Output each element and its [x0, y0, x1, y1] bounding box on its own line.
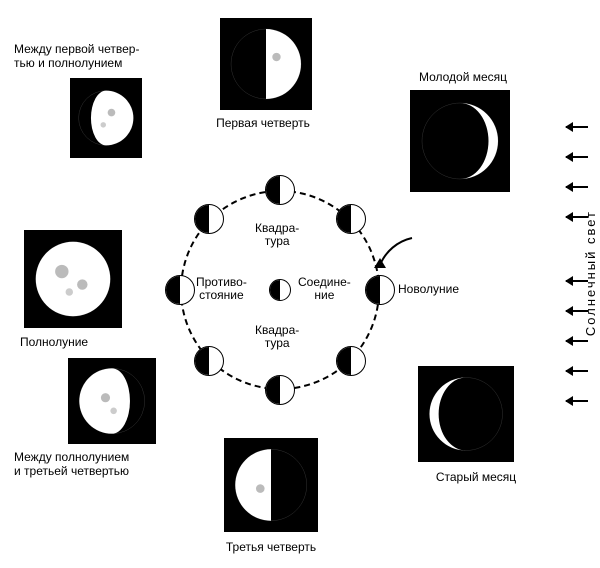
orbit-moon [336, 346, 366, 376]
phase-label-waxing_gibbous: Между первой четвер- тью и полнолунием [14, 42, 174, 71]
label-quadrature-bottom: Квадра- тура [255, 324, 299, 350]
label-opposition: Противо- стояние [196, 276, 247, 302]
sunlight-arrow [566, 126, 588, 128]
phase-label-old_moon: Старый месяц [416, 470, 536, 484]
orbit-moon [265, 375, 295, 405]
sunlight-arrow [566, 340, 588, 342]
sunlight-arrow [566, 216, 588, 218]
phase-card-full_moon [24, 230, 122, 328]
sunlight-arrow [566, 156, 588, 158]
sunlight-arrow [566, 400, 588, 402]
sunlight-arrow [566, 186, 588, 188]
phase-label-young_moon: Молодой месяц [398, 70, 528, 84]
orbit-moon [336, 204, 366, 234]
earth [269, 279, 291, 301]
orbit-direction-arrow [372, 230, 432, 270]
sunlight-label: Солнечный свет [583, 210, 598, 336]
label-quadrature-top: Квадра- тура [255, 222, 299, 248]
phase-label-first_quarter: Первая четверть [198, 116, 328, 130]
phase-card-old_moon [418, 366, 514, 462]
label-conjunction: Соедине- ние [298, 276, 351, 302]
orbit-moon [365, 275, 395, 305]
orbit-moon [165, 275, 195, 305]
phase-card-first_quarter [220, 18, 312, 110]
sunlight-arrow [566, 370, 588, 372]
label-new-moon: Новолуние [398, 282, 459, 296]
phase-label-waning_gibbous: Между полнолунием и третьей четвертью [14, 450, 174, 479]
phase-card-third_quarter [224, 438, 318, 532]
orbit-moon [265, 175, 295, 205]
orbit-moon [194, 346, 224, 376]
sunlight-arrow [566, 310, 588, 312]
phase-card-waning_gibbous [68, 358, 156, 444]
phase-card-young_moon [410, 90, 510, 192]
phase-card-waxing_gibbous [70, 78, 142, 158]
sunlight-arrow [566, 280, 588, 282]
phase-label-third_quarter: Третья четверть [206, 540, 336, 554]
phase-label-full_moon: Полнолуние [20, 335, 120, 349]
